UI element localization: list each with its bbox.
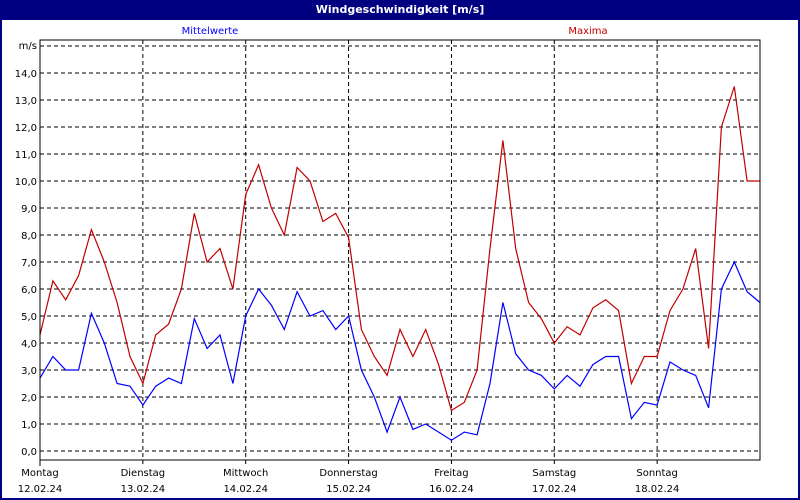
- x-day-label: Donnerstag: [319, 468, 377, 479]
- y-tick-label: 10,0: [15, 177, 37, 188]
- x-day-label: Sonntag: [636, 468, 678, 479]
- y-tick-label: 14,0: [15, 69, 37, 80]
- x-date-label: 14.02.24: [223, 484, 268, 495]
- y-tick-label: 13,0: [15, 96, 37, 107]
- legend-mittelwerte: Mittelwerte: [182, 26, 239, 37]
- y-tick-label: 5,0: [21, 312, 37, 323]
- y-tick-label: 2,0: [21, 393, 37, 404]
- y-tick-label: 12,0: [15, 123, 37, 134]
- x-day-label: Mittwoch: [223, 468, 268, 479]
- y-tick-label: 6,0: [21, 285, 37, 296]
- x-day-label: Dienstag: [121, 468, 166, 479]
- series-line-mittelwerte: [39, 260, 761, 441]
- x-day-label: Freitag: [434, 468, 468, 479]
- grid: [39, 40, 760, 466]
- y-tick-label: 11,0: [15, 150, 37, 161]
- x-date-label: 12.02.24: [18, 484, 63, 495]
- x-axis: Montag 12.02.24 Dienstag 13.02.24 Mittwoch 14…: [18, 468, 680, 495]
- y-axis-unit-label: m/s: [19, 41, 37, 52]
- plot-border: [39, 39, 761, 461]
- y-tick-label: 8,0: [21, 231, 37, 242]
- y-tick-label: 4,0: [21, 339, 37, 350]
- x-date-label: 13.02.24: [121, 484, 166, 495]
- series-lines: [39, 86, 761, 441]
- series-line-maxima: [39, 86, 760, 412]
- x-date-label: 15.02.24: [326, 484, 371, 495]
- x-date-label: 17.02.24: [532, 484, 577, 495]
- chart-title: Windgeschwindigkeit [m/s]: [0, 0, 800, 20]
- x-date-label: 16.02.24: [429, 484, 474, 495]
- y-tick-label: 7,0: [21, 258, 37, 269]
- y-tick-label: 1,0: [21, 420, 37, 431]
- y-tick-label: 0,0: [21, 447, 37, 458]
- legend-maxima: Maxima: [568, 26, 607, 37]
- y-tick-label: 9,0: [21, 204, 37, 215]
- y-axis: 0,0 1,0 2,0 3,0 4,0 5,0 6,0 7,0 8,0 9,0 10,0 11,0 12…: [15, 69, 37, 458]
- x-date-label: 18.02.24: [635, 484, 680, 495]
- x-day-label: Samstag: [532, 468, 576, 479]
- y-tick-label: 3,0: [21, 366, 37, 377]
- x-day-label: Montag: [21, 468, 58, 479]
